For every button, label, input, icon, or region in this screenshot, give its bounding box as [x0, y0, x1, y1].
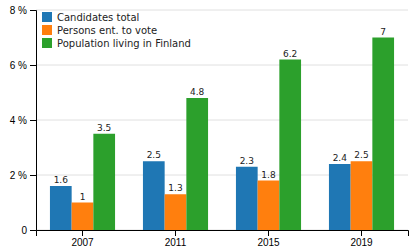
y-tick-label: 2 %	[10, 170, 27, 181]
bar	[236, 167, 258, 230]
legend-label: Candidates total	[57, 12, 139, 23]
x-axis: 2007 2011 2015 2019	[37, 230, 409, 248]
legend-item: Candidates total	[42, 12, 139, 23]
legend-item: Persons ent. to vote	[42, 25, 157, 36]
chart: 0 2 % 4 % 6 % 8 % 2007 2011 2015 2019 1.6 2.5 2.3 2.…	[0, 0, 416, 252]
y-tick: 0	[21, 225, 36, 236]
data-label: 1.6	[54, 175, 69, 185]
data-label: 7	[380, 27, 386, 37]
data-label: 2.3	[240, 156, 254, 166]
x-tick-label: 2007	[71, 237, 94, 248]
grid-line	[36, 10, 408, 11]
y-tick-mark	[30, 230, 36, 231]
bar	[351, 161, 373, 230]
y-tick: 6 %	[10, 60, 36, 71]
plot: 0 2 % 4 % 6 % 8 % 2007 2011 2015 2019 1.6 2.5 2.3 2.…	[10, 5, 409, 248]
bar	[50, 186, 72, 230]
bar	[329, 164, 351, 230]
grid-line	[36, 120, 408, 121]
data-label: 1.8	[261, 170, 276, 180]
x-tick: 2007	[71, 230, 94, 248]
legend-swatch	[42, 12, 52, 22]
y-tick-mark	[30, 65, 36, 66]
bar	[258, 181, 280, 231]
legend-label: Population living in Finland	[57, 38, 191, 49]
bar	[143, 161, 165, 230]
data-label: 4.8	[190, 87, 205, 97]
x-tick-label: 2015	[257, 237, 280, 248]
data-label: 1.3	[168, 183, 182, 193]
data-label: 2.5	[354, 150, 368, 160]
y-tick-label: 0	[21, 225, 27, 236]
y-tick-mark	[30, 10, 36, 11]
bar	[279, 60, 301, 231]
x-tick: 2011	[165, 230, 187, 248]
bar	[72, 203, 94, 231]
data-labels: 1.6 2.5 2.3 2.4 1 1.3 1.8 2.5 3.5 4.8 6.2 7	[54, 27, 386, 202]
x-tick-mark	[361, 230, 362, 236]
data-label: 1	[80, 192, 86, 202]
y-tick-mark	[30, 120, 36, 121]
grid-line	[36, 65, 408, 66]
legend-swatch	[42, 25, 52, 35]
y-tick-label: 6 %	[10, 60, 27, 71]
y-tick: 8 %	[10, 5, 36, 16]
grid	[36, 10, 408, 230]
data-label: 2.4	[333, 153, 348, 163]
x-tick: 2015	[257, 230, 280, 248]
x-tick: 2019	[350, 230, 373, 248]
x-tick-label: 2011	[165, 237, 187, 248]
x-axis-line	[37, 231, 409, 237]
y-tick-label: 8 %	[10, 5, 27, 16]
legend-label: Persons ent. to vote	[57, 25, 157, 36]
x-tick-mark	[82, 230, 83, 236]
x-tick-label: 2019	[350, 237, 373, 248]
data-label: 2.5	[147, 150, 161, 160]
bar	[186, 98, 208, 230]
y-tick-mark	[30, 175, 36, 176]
y-tick: 2 %	[10, 170, 36, 181]
bar	[93, 134, 115, 230]
bars	[50, 38, 394, 231]
y-tick-label: 4 %	[10, 115, 27, 126]
legend-item: Population living in Finland	[42, 38, 191, 49]
x-tick-mark	[268, 230, 269, 236]
bar	[372, 38, 394, 231]
y-tick: 4 %	[10, 115, 36, 126]
y-axis-line	[30, 11, 37, 231]
bar	[165, 194, 187, 230]
x-tick-mark	[175, 230, 176, 236]
legend: Candidates total Persons ent. to vote Popu…	[42, 12, 191, 49]
legend-swatch	[42, 38, 52, 48]
data-label: 6.2	[283, 49, 297, 59]
y-axis: 0 2 % 4 % 6 % 8 %	[10, 5, 37, 236]
data-label: 3.5	[97, 123, 111, 133]
